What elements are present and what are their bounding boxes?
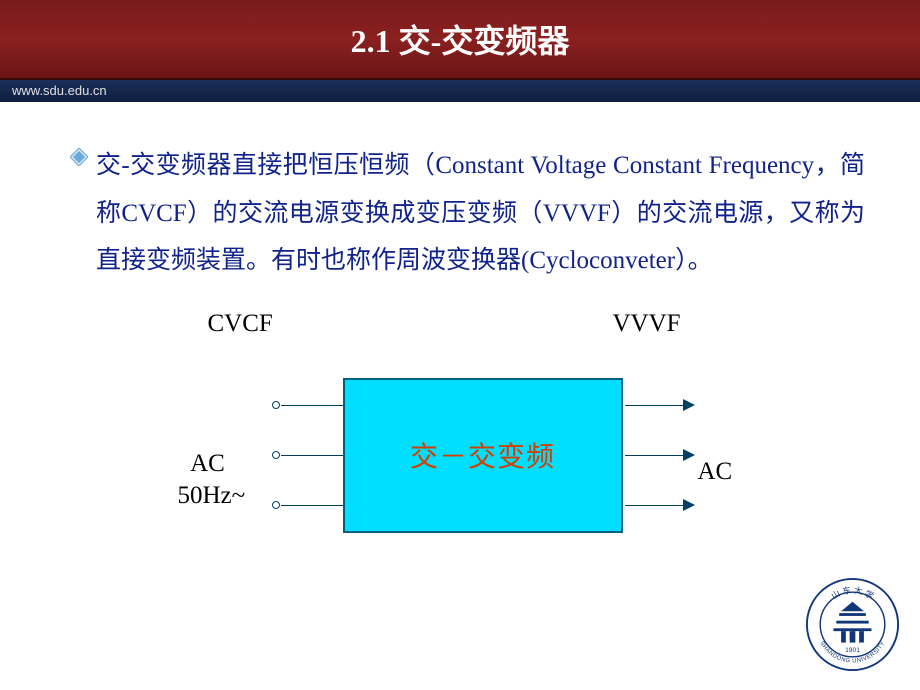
arrow-right-icon (683, 499, 695, 511)
arrow-right-icon (683, 449, 695, 461)
output-wire (625, 455, 685, 456)
url-text: www.sdu.edu.cn (12, 83, 107, 98)
slide-title-text: 2.1 交-交变频器 (351, 16, 570, 62)
label-ac-left: AC (168, 450, 248, 478)
university-seal-icon: 山 东 大 学 SHANDONG UNIVERSITY 1901 (805, 577, 900, 672)
converter-block-text: 交－交变频 (410, 435, 555, 475)
input-terminal (272, 401, 280, 409)
slide-title-bar: 2.1 交-交变频器 (0, 0, 920, 80)
arrow-right-icon (683, 399, 695, 411)
input-wire (281, 505, 343, 506)
converter-block: 交－交变频 (343, 378, 623, 533)
input-terminal (272, 501, 280, 509)
slide-body: 交-交变频器直接把恒压恒频（Constant Voltage Constant … (0, 102, 920, 560)
seal-year: 1901 (845, 647, 860, 654)
block-diagram: CVCF VVVF AC 50Hz~ AC 交－交变频 (148, 310, 788, 550)
bullet-paragraph: 交-交变频器直接把恒压恒频（Constant Voltage Constant … (70, 142, 865, 285)
url-bar: www.sdu.edu.cn (0, 80, 920, 102)
diamond-bullet-icon (70, 148, 88, 285)
paragraph-text: 交-交变频器直接把恒压恒频（Constant Voltage Constant … (96, 142, 865, 285)
output-wire (625, 505, 685, 506)
input-wire (281, 405, 343, 406)
label-ac-right: AC (698, 458, 733, 486)
input-terminal (272, 451, 280, 459)
label-hz-left: 50Hz~ (178, 482, 246, 510)
output-wire (625, 405, 685, 406)
label-cvcf: CVCF (208, 310, 273, 338)
label-vvvf: VVVF (613, 310, 681, 338)
input-wire (281, 455, 343, 456)
